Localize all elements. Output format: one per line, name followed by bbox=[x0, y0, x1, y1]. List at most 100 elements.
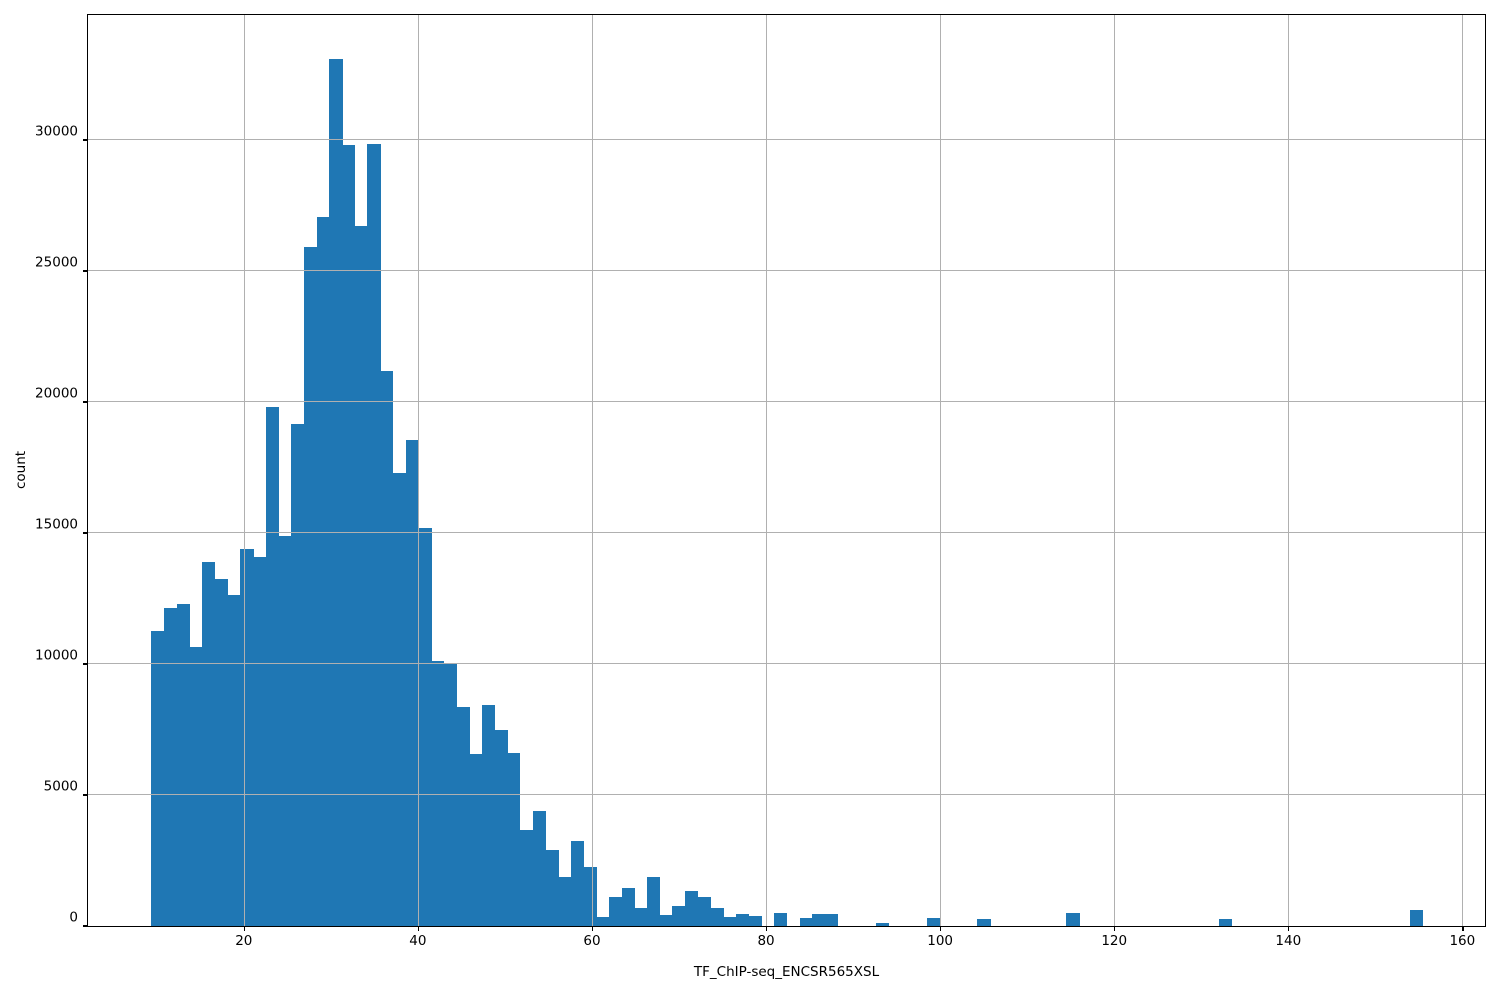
x-grid-line bbox=[591, 15, 594, 926]
histogram-bar bbox=[723, 917, 737, 926]
y-tick bbox=[83, 532, 88, 534]
x-tick-label: 80 bbox=[757, 933, 775, 949]
x-grid-line bbox=[417, 15, 419, 926]
plot-area: 20 40 60 80 100 120 140 160 0 5000 10000 15000 20000… bbox=[35, 13, 1487, 948]
y-grid-line bbox=[88, 531, 1485, 533]
y-grid-line bbox=[88, 793, 1485, 795]
histogram-bar bbox=[227, 594, 241, 926]
histogram-bar bbox=[697, 897, 712, 926]
histogram-bar bbox=[164, 607, 178, 926]
y-tick bbox=[83, 401, 88, 403]
x-tick bbox=[1288, 926, 1290, 931]
histogram-bar bbox=[799, 918, 813, 926]
histogram-bar bbox=[367, 143, 381, 926]
y-tick bbox=[83, 925, 88, 927]
x-grid-line bbox=[243, 15, 245, 926]
histogram-bar bbox=[278, 535, 292, 926]
histogram-bar bbox=[621, 888, 635, 926]
histogram-bar bbox=[456, 707, 470, 926]
x-grid-line bbox=[940, 15, 942, 926]
x-tick bbox=[417, 926, 420, 931]
histogram-bar bbox=[659, 915, 673, 926]
y-grid-line bbox=[88, 138, 1485, 140]
histogram-bar bbox=[824, 913, 839, 926]
y-tick-label: 20000 bbox=[35, 385, 78, 402]
histogram-bar bbox=[507, 753, 521, 926]
x-tick-label: 60 bbox=[583, 933, 601, 949]
y-tick-label: 5000 bbox=[43, 778, 78, 795]
x-tick bbox=[591, 926, 594, 931]
histogram-bar bbox=[214, 578, 229, 926]
histogram-bar bbox=[469, 754, 483, 926]
x-tick bbox=[243, 926, 245, 931]
x-grid-line bbox=[1288, 15, 1290, 926]
y-axis-label: count bbox=[13, 450, 29, 490]
histogram-bar bbox=[736, 914, 750, 926]
histogram-bar bbox=[774, 912, 788, 926]
y-grid-line bbox=[88, 400, 1485, 402]
x-tick-label: 20 bbox=[235, 933, 253, 949]
histogram-bar bbox=[685, 890, 699, 926]
histogram-bar bbox=[596, 916, 610, 926]
histogram-bar bbox=[634, 907, 648, 926]
histogram-bar bbox=[494, 730, 508, 926]
y-grid-line bbox=[88, 662, 1485, 664]
x-tick-label: 140 bbox=[1275, 933, 1302, 949]
histogram-bar bbox=[672, 906, 686, 926]
x-tick bbox=[1114, 926, 1116, 931]
histogram-bar bbox=[291, 424, 305, 926]
histogram-bar bbox=[812, 914, 826, 926]
histogram-bar bbox=[710, 908, 724, 926]
histogram-bar bbox=[481, 704, 496, 926]
histogram-bar bbox=[1409, 909, 1423, 926]
x-tick-label: 160 bbox=[1449, 933, 1476, 949]
y-tick-label: 25000 bbox=[35, 254, 78, 271]
histogram-bar bbox=[316, 217, 330, 926]
y-grid-line bbox=[88, 269, 1485, 271]
histogram-bar bbox=[392, 473, 407, 926]
x-tick-label: 120 bbox=[1101, 933, 1128, 949]
y-tick bbox=[83, 139, 88, 141]
histogram-bar bbox=[875, 923, 889, 926]
x-tick-label: 40 bbox=[409, 933, 427, 949]
histogram-bar bbox=[443, 664, 457, 926]
histogram-bar bbox=[1218, 918, 1233, 926]
x-axis-label: TF_ChIP-seq_ENCSR565XSL bbox=[693, 964, 880, 980]
x-tick-label: 100 bbox=[927, 933, 954, 949]
histogram-bar bbox=[405, 439, 419, 926]
histogram-bar bbox=[977, 919, 991, 926]
x-tick bbox=[1462, 926, 1464, 931]
histogram-bar bbox=[532, 810, 546, 926]
y-tick-label: 30000 bbox=[35, 123, 78, 140]
histogram-bar bbox=[202, 561, 216, 926]
y-tick-label: 10000 bbox=[35, 647, 78, 664]
histogram-bar bbox=[265, 407, 280, 926]
histogram-bar bbox=[303, 247, 318, 926]
histogram-bar bbox=[570, 840, 585, 926]
histogram-bar bbox=[189, 646, 203, 926]
histogram-bar bbox=[519, 830, 534, 926]
x-tick bbox=[766, 926, 768, 931]
y-tick bbox=[83, 794, 88, 796]
histogram-bar bbox=[354, 226, 368, 926]
histogram-bar bbox=[342, 145, 356, 926]
histogram-bar bbox=[151, 631, 165, 926]
histogram-bar bbox=[608, 896, 623, 926]
histogram-bar bbox=[431, 661, 445, 926]
histogram-bar bbox=[1066, 913, 1080, 926]
x-grid-line bbox=[766, 15, 768, 926]
histogram-bar bbox=[240, 548, 254, 926]
x-grid-line bbox=[1114, 15, 1116, 926]
histogram-bar bbox=[748, 915, 762, 926]
histogram-bar bbox=[329, 58, 343, 926]
y-tick-label: 15000 bbox=[35, 516, 78, 533]
y-tick bbox=[83, 270, 88, 272]
x-tick bbox=[940, 926, 942, 931]
histogram-bar bbox=[926, 918, 940, 926]
histogram-bar bbox=[253, 556, 267, 926]
histogram-bar bbox=[545, 850, 559, 926]
histogram-bar bbox=[583, 867, 597, 926]
y-tick-label: 0 bbox=[69, 909, 78, 926]
histogram-bar bbox=[558, 877, 572, 926]
